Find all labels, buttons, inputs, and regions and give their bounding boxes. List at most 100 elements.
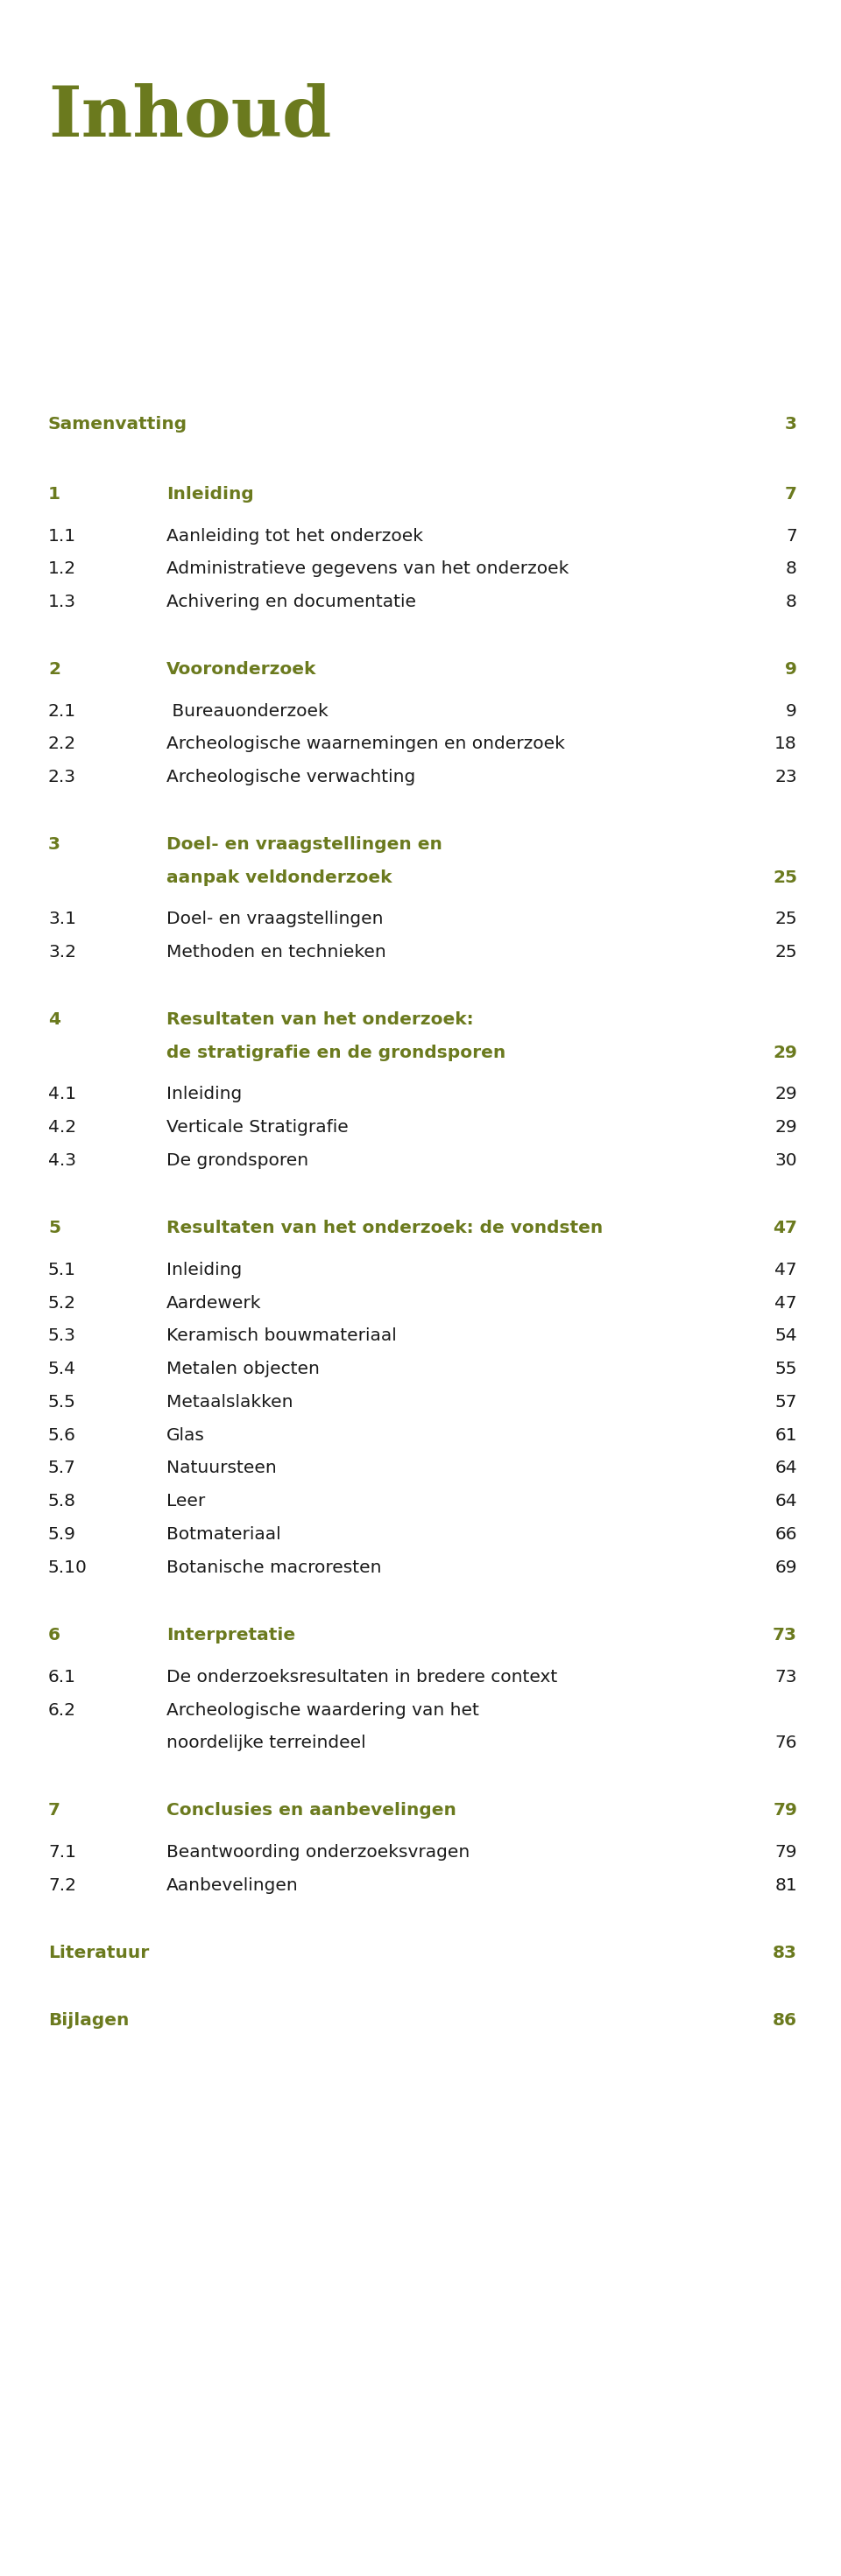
Text: 8: 8	[786, 592, 797, 611]
Text: Aanleiding tot het onderzoek: Aanleiding tot het onderzoek	[167, 528, 423, 544]
Text: 9: 9	[786, 703, 797, 719]
Text: 83: 83	[773, 1945, 797, 1960]
Text: Botanische macroresten: Botanische macroresten	[167, 1558, 382, 1577]
Text: Metaalslakken: Metaalslakken	[167, 1394, 293, 1412]
Text: Literatuur: Literatuur	[48, 1945, 149, 1960]
Text: 2: 2	[48, 662, 61, 677]
Text: De grondsporen: De grondsporen	[167, 1151, 309, 1170]
Text: 81: 81	[775, 1878, 797, 1893]
Text: 79: 79	[773, 1803, 797, 1819]
Text: Natuursteen: Natuursteen	[167, 1461, 277, 1476]
Text: 7.2: 7.2	[48, 1878, 77, 1893]
Text: Archeologische waarnemingen en onderzoek: Archeologische waarnemingen en onderzoek	[167, 737, 565, 752]
Text: 1.3: 1.3	[48, 592, 77, 611]
Text: 9: 9	[785, 662, 797, 677]
Text: 25: 25	[775, 943, 797, 961]
Text: Aanbevelingen: Aanbevelingen	[167, 1878, 299, 1893]
Text: 86: 86	[773, 2012, 797, 2030]
Text: 1.1: 1.1	[48, 528, 77, 544]
Text: Administratieve gegevens van het onderzoek: Administratieve gegevens van het onderzo…	[167, 562, 569, 577]
Text: Verticale Stratigrafie: Verticale Stratigrafie	[167, 1118, 348, 1136]
Text: 61: 61	[775, 1427, 797, 1445]
Text: Vooronderzoek: Vooronderzoek	[167, 662, 316, 677]
Text: 6.2: 6.2	[48, 1703, 77, 1718]
Text: 47: 47	[773, 1218, 797, 1236]
Text: 73: 73	[773, 1628, 797, 1643]
Text: 7: 7	[48, 1803, 61, 1819]
Text: 79: 79	[775, 1844, 797, 1860]
Text: 5.4: 5.4	[48, 1360, 77, 1378]
Text: Inhoud: Inhoud	[48, 82, 331, 152]
Text: aanpak veldonderzoek: aanpak veldonderzoek	[167, 871, 392, 886]
Text: 55: 55	[775, 1360, 797, 1378]
Text: 5.1: 5.1	[48, 1262, 77, 1278]
Text: 6: 6	[48, 1628, 61, 1643]
Text: Bijlagen: Bijlagen	[48, 2012, 130, 2030]
Text: Doel- en vraagstellingen: Doel- en vraagstellingen	[167, 912, 383, 927]
Text: 4: 4	[48, 1012, 61, 1028]
Text: 5.10: 5.10	[48, 1558, 87, 1577]
Text: 4.3: 4.3	[48, 1151, 77, 1170]
Text: 5.9: 5.9	[48, 1525, 76, 1543]
Text: 64: 64	[775, 1494, 797, 1510]
Text: 57: 57	[775, 1394, 797, 1412]
Text: 4.1: 4.1	[48, 1084, 77, 1103]
Text: Botmateriaal: Botmateriaal	[167, 1525, 281, 1543]
Text: De onderzoeksresultaten in bredere context: De onderzoeksresultaten in bredere conte…	[167, 1669, 558, 1685]
Text: Archeologische waardering van het: Archeologische waardering van het	[167, 1703, 479, 1718]
Text: Keramisch bouwmateriaal: Keramisch bouwmateriaal	[167, 1327, 397, 1345]
Text: Inleiding: Inleiding	[167, 1262, 242, 1278]
Text: 5.8: 5.8	[48, 1494, 77, 1510]
Text: Bureauonderzoek: Bureauonderzoek	[167, 703, 328, 719]
Text: 29: 29	[773, 1046, 797, 1061]
Text: 73: 73	[775, 1669, 797, 1685]
Text: 8: 8	[786, 562, 797, 577]
Text: 3: 3	[48, 837, 61, 853]
Text: 29: 29	[775, 1118, 797, 1136]
Text: Resultaten van het onderzoek:: Resultaten van het onderzoek:	[167, 1012, 473, 1028]
Text: 23: 23	[775, 768, 797, 786]
Text: Resultaten van het onderzoek: de vondsten: Resultaten van het onderzoek: de vondste…	[167, 1218, 603, 1236]
Text: 3: 3	[785, 415, 797, 433]
Text: 3.1: 3.1	[48, 912, 77, 927]
Text: 64: 64	[775, 1461, 797, 1476]
Text: 18: 18	[775, 737, 797, 752]
Text: noordelijke terreindeel: noordelijke terreindeel	[167, 1734, 366, 1752]
Text: Archeologische verwachting: Archeologische verwachting	[167, 768, 415, 786]
Text: 5.3: 5.3	[48, 1327, 76, 1345]
Text: Inleiding: Inleiding	[167, 487, 254, 502]
Text: 54: 54	[775, 1327, 797, 1345]
Text: 30: 30	[775, 1151, 797, 1170]
Text: Conclusies en aanbevelingen: Conclusies en aanbevelingen	[167, 1803, 457, 1819]
Text: 3.2: 3.2	[48, 943, 77, 961]
Text: Metalen objecten: Metalen objecten	[167, 1360, 320, 1378]
Text: 5.7: 5.7	[48, 1461, 76, 1476]
Text: Leer: Leer	[167, 1494, 205, 1510]
Text: Glas: Glas	[167, 1427, 205, 1445]
Text: 5: 5	[48, 1218, 61, 1236]
Text: 1.2: 1.2	[48, 562, 77, 577]
Text: Aardewerk: Aardewerk	[167, 1296, 262, 1311]
Text: 7.1: 7.1	[48, 1844, 77, 1860]
Text: 6.1: 6.1	[48, 1669, 77, 1685]
Text: Doel- en vraagstellingen en: Doel- en vraagstellingen en	[167, 837, 442, 853]
Text: 76: 76	[775, 1734, 797, 1752]
Text: Beantwoording onderzoeksvragen: Beantwoording onderzoeksvragen	[167, 1844, 470, 1860]
Text: 5.6: 5.6	[48, 1427, 76, 1445]
Text: 4.2: 4.2	[48, 1118, 77, 1136]
Text: Inleiding: Inleiding	[167, 1084, 242, 1103]
Text: 47: 47	[775, 1262, 797, 1278]
Text: 25: 25	[773, 871, 797, 886]
Text: 7: 7	[785, 487, 797, 502]
Text: 66: 66	[775, 1525, 797, 1543]
Text: 2.1: 2.1	[48, 703, 77, 719]
Text: de stratigrafie en de grondsporen: de stratigrafie en de grondsporen	[167, 1046, 505, 1061]
Text: 2.3: 2.3	[48, 768, 77, 786]
Text: 29: 29	[775, 1084, 797, 1103]
Text: 69: 69	[775, 1558, 797, 1577]
Text: Methoden en technieken: Methoden en technieken	[167, 943, 386, 961]
Text: 2.2: 2.2	[48, 737, 77, 752]
Text: 5.2: 5.2	[48, 1296, 77, 1311]
Text: 5.5: 5.5	[48, 1394, 76, 1412]
Text: 7: 7	[786, 528, 797, 544]
